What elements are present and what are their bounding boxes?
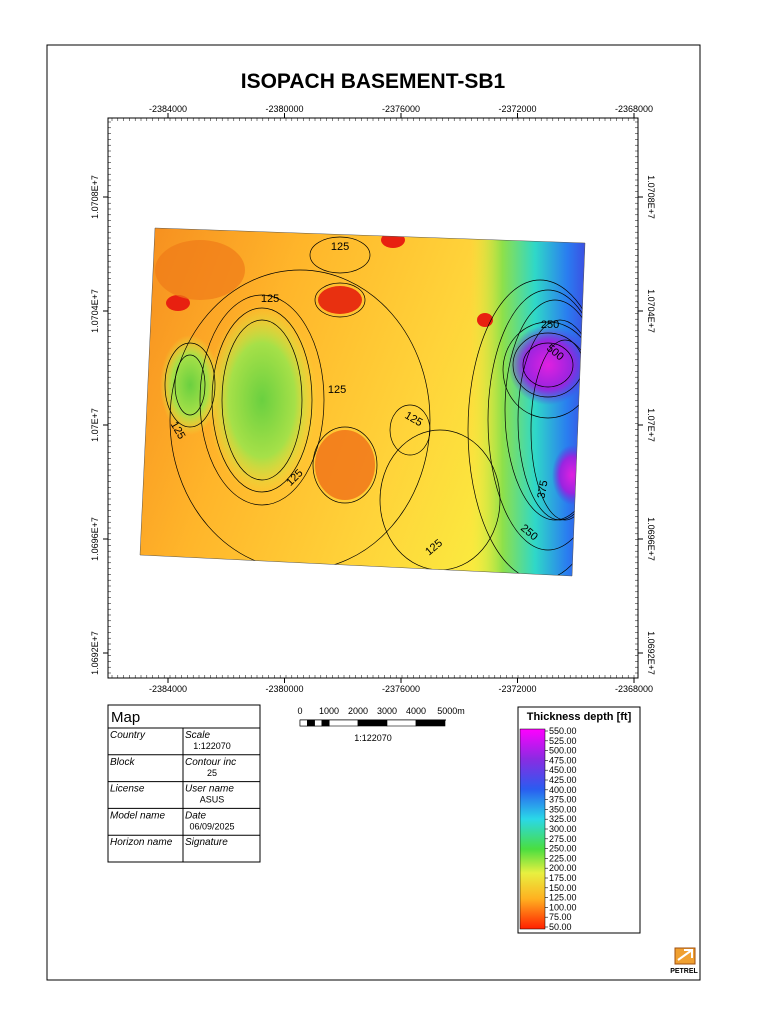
legend-label: 450.00 [549,765,577,775]
scale-segment [357,719,388,727]
y-tick-label: 1.0708E+7 [90,175,100,219]
row-label: Signature [185,837,228,848]
scale-segment [328,719,359,727]
legend-label: 325.00 [549,814,577,824]
x-tick-label: -2376000 [382,684,420,694]
y-tick-label: 1.0696E+7 [646,517,656,561]
scale-segment [386,719,417,727]
y-tick-label: 1.0692E+7 [90,631,100,675]
color-bar [519,728,546,930]
row-value: 1:122070 [193,741,231,751]
scale-label: 2000 [348,706,368,716]
y-tick-label: 1.07E+7 [646,408,656,442]
row-label: User name [185,784,234,795]
legend-label: 150.00 [549,883,577,893]
x-tick-label: -2380000 [265,104,303,114]
contour-label: 250 [541,319,559,331]
table-title: Map [111,709,140,726]
x-tick-label: -2384000 [149,684,187,694]
scale-ratio: 1:122070 [354,733,392,743]
x-tick-label: -2372000 [498,104,536,114]
scale-label: 1000 [319,706,339,716]
x-tick-label: -2380000 [265,684,303,694]
scale-label: 3000 [377,706,397,716]
contour-label: 375 [536,479,551,499]
legend-label: 525.00 [549,736,577,746]
surface-outline [139,227,586,577]
row-label: Block [110,757,135,768]
legend-label: 275.00 [549,834,577,844]
x-tick-label: -2384000 [149,104,187,114]
contour-label: 125 [328,384,346,396]
legend-label: 125.00 [549,893,577,903]
legend-box [517,706,641,934]
legend-label: 250.00 [549,844,577,854]
y-tick-label: 1.07E+7 [90,408,100,442]
row-value: 06/09/2025 [189,821,234,831]
legend-label: 100.00 [549,902,577,912]
y-tick-label: 1.0692E+7 [646,631,656,675]
info-table [107,704,261,863]
contour-label: 125 [261,293,279,305]
legend-label: 400.00 [549,785,577,795]
legend-label: 300.00 [549,824,577,834]
x-tick-label: -2376000 [382,104,420,114]
logo-icon [674,947,696,965]
legend-label: 175.00 [549,873,577,883]
scale-segment [299,719,308,727]
isopach-surface [140,228,585,576]
legend-label: 75.00 [549,912,572,922]
scale-segment [314,719,323,727]
legend-label: 200.00 [549,863,577,873]
row-label: Contour inc [185,757,236,768]
scale-segment [306,719,315,727]
scale-segment [321,719,330,727]
legend-title: Thickness depth [ft] [527,711,632,723]
row-value: ASUS [200,795,225,805]
y-tick-label: 1.0704E+7 [90,289,100,333]
legend-label: 375.00 [549,795,577,805]
x-tick-label: -2372000 [498,684,536,694]
scale-label: 5000m [437,706,465,716]
contour-label: 125 [331,241,349,253]
legend-label: 475.00 [549,755,577,765]
legend-label: 500.00 [549,746,577,756]
row-label: Country [110,730,146,741]
y-tick-label: 1.0696E+7 [90,517,100,561]
scale-label: 4000 [406,706,426,716]
legend-label: 425.00 [549,775,577,785]
legend-label: 225.00 [549,853,577,863]
row-label: License [110,784,145,795]
row-label: Horizon name [110,837,173,848]
y-tick-label: 1.0708E+7 [646,175,656,219]
page-border [46,44,701,981]
legend-label: 350.00 [549,804,577,814]
title: ISOPACH BASEMENT-SB1 [241,70,506,93]
x-tick-label: -2368000 [615,684,653,694]
row-value: 25 [207,768,217,778]
scale-label: 0 [297,706,302,716]
x-tick-label: -2368000 [615,104,653,114]
row-label: Model name [110,810,165,821]
legend-label: 550.00 [549,726,577,736]
y-tick-label: 1.0704E+7 [646,289,656,333]
logo-text: PETREL [670,968,698,975]
legend-label: 50.00 [549,922,572,932]
row-label: Date [185,810,207,821]
row-label: Scale [185,730,210,741]
scale-segment [415,719,446,727]
